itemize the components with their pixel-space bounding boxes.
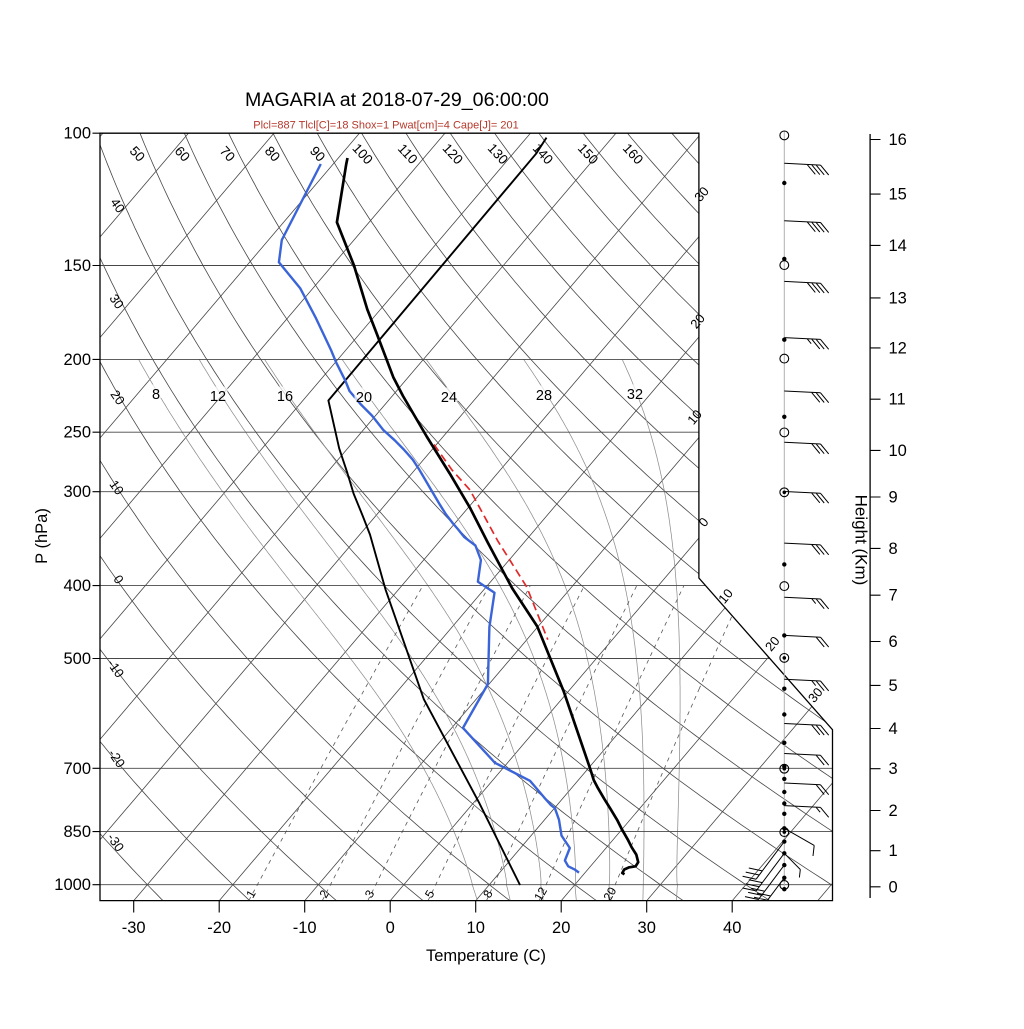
svg-text:12: 12 [210,389,226,405]
svg-text:40: 40 [723,919,741,937]
svg-text:2: 2 [889,802,898,820]
svg-text:-30: -30 [122,919,146,937]
svg-text:0: 0 [889,878,898,896]
svg-text:20: 20 [356,390,372,406]
svg-text:0: 0 [386,919,395,937]
svg-text:200: 200 [63,351,91,369]
svg-text:20: 20 [552,919,570,937]
svg-text:20: 20 [107,387,128,407]
svg-text:20: 20 [601,884,620,903]
svg-text:300: 300 [63,483,91,501]
svg-text:12: 12 [889,339,907,357]
svg-text:30: 30 [106,291,127,311]
svg-text:10: 10 [106,477,127,497]
svg-text:700: 700 [63,760,91,778]
svg-text:8: 8 [152,387,160,403]
svg-text:24: 24 [441,390,457,406]
svg-text:16: 16 [889,131,907,149]
svg-text:100: 100 [63,125,91,143]
svg-text:850: 850 [63,823,91,841]
svg-text:16: 16 [277,389,293,405]
svg-text:Temperature (C): Temperature (C) [426,947,546,965]
svg-text:11: 11 [889,391,906,409]
svg-text:6: 6 [889,633,898,651]
svg-text:10: 10 [467,919,485,937]
svg-text:-10: -10 [293,919,317,937]
svg-text:40: 40 [107,195,128,215]
svg-text:1: 1 [889,842,898,860]
svg-text:28: 28 [536,388,552,404]
svg-text:80: 80 [262,143,283,164]
svg-text:13: 13 [889,289,907,307]
svg-text:-20: -20 [207,919,231,937]
svg-text:70: 70 [217,143,238,164]
svg-text:5: 5 [889,677,898,695]
svg-text:12: 12 [531,884,550,903]
svg-text:3: 3 [889,760,898,778]
svg-text:30: 30 [638,919,656,937]
svg-text:1000: 1000 [54,876,91,894]
svg-text:10: 10 [889,442,907,460]
svg-text:14: 14 [889,237,907,255]
svg-text:150: 150 [63,257,91,275]
svg-text:Plcl=887 Tlcl[C]=18 Shox=1 Pwa: Plcl=887 Tlcl[C]=18 Shox=1 Pwat[cm]=4 Ca… [253,120,518,132]
svg-text:90: 90 [307,143,328,164]
svg-text:32: 32 [627,387,643,403]
svg-text:P (hPa): P (hPa) [33,508,51,564]
svg-text:4: 4 [889,720,898,738]
svg-text:Height (Km): Height (Km) [852,495,871,586]
svg-text:50: 50 [127,143,148,164]
svg-text:9: 9 [889,489,898,507]
svg-text:8: 8 [889,540,898,558]
svg-text:250: 250 [63,424,91,442]
svg-text:MAGARIA at 2018-07-29_06:00:00: MAGARIA at 2018-07-29_06:00:00 [245,89,549,111]
svg-text:500: 500 [63,650,91,668]
svg-text:15: 15 [889,186,907,204]
svg-text:60: 60 [172,143,193,164]
svg-text:7: 7 [889,587,898,605]
svg-text:400: 400 [63,577,91,595]
